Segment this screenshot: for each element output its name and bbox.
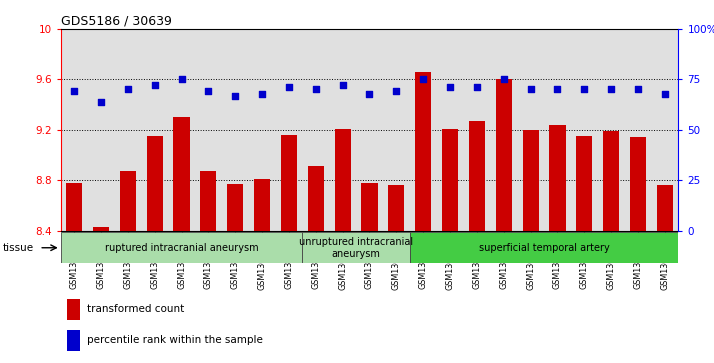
FancyBboxPatch shape <box>61 232 302 263</box>
Bar <box>657 185 673 231</box>
Bar <box>576 136 593 231</box>
Text: percentile rank within the sample: percentile rank within the sample <box>86 335 263 345</box>
Point <box>310 86 321 92</box>
Bar <box>120 171 136 231</box>
Bar <box>549 125 565 231</box>
Bar <box>469 121 485 231</box>
Point <box>391 89 402 94</box>
Bar <box>496 79 512 231</box>
Point <box>605 86 617 92</box>
Bar <box>254 179 270 231</box>
Point <box>337 82 348 88</box>
Point <box>203 89 214 94</box>
Point <box>578 86 590 92</box>
Bar <box>603 131 619 231</box>
Bar <box>335 129 351 231</box>
Point <box>149 82 161 88</box>
Point <box>176 77 187 82</box>
Bar <box>523 130 538 231</box>
Text: unruptured intracranial
aneurysm: unruptured intracranial aneurysm <box>299 237 413 258</box>
Bar <box>174 117 190 231</box>
Point <box>633 86 644 92</box>
Point <box>363 91 375 97</box>
Bar <box>281 135 297 231</box>
FancyBboxPatch shape <box>410 232 678 263</box>
Point <box>525 86 536 92</box>
Text: ruptured intracranial aneurysm: ruptured intracranial aneurysm <box>105 243 258 253</box>
Point <box>552 86 563 92</box>
Bar <box>146 136 163 231</box>
Bar <box>442 129 458 231</box>
Bar <box>66 183 82 231</box>
Point <box>283 85 295 90</box>
Text: tissue: tissue <box>3 243 34 253</box>
Point <box>498 77 510 82</box>
Point <box>122 86 134 92</box>
Point <box>229 93 241 98</box>
Bar <box>388 185 404 231</box>
Bar <box>93 227 109 231</box>
Bar <box>361 183 378 231</box>
Text: transformed count: transformed count <box>86 304 184 314</box>
Point <box>256 91 268 97</box>
Bar <box>308 166 324 231</box>
Bar <box>630 137 646 231</box>
Point <box>659 91 670 97</box>
Bar <box>415 72 431 231</box>
Bar <box>201 171 216 231</box>
Point <box>444 85 456 90</box>
Point <box>471 85 483 90</box>
Point <box>418 77 429 82</box>
FancyBboxPatch shape <box>302 232 410 263</box>
Text: GDS5186 / 30639: GDS5186 / 30639 <box>61 15 171 28</box>
Bar <box>67 330 81 351</box>
Text: superficial temporal artery: superficial temporal artery <box>478 243 610 253</box>
Bar <box>67 299 81 320</box>
Point <box>95 99 106 105</box>
Bar <box>227 184 243 231</box>
Point <box>69 89 80 94</box>
